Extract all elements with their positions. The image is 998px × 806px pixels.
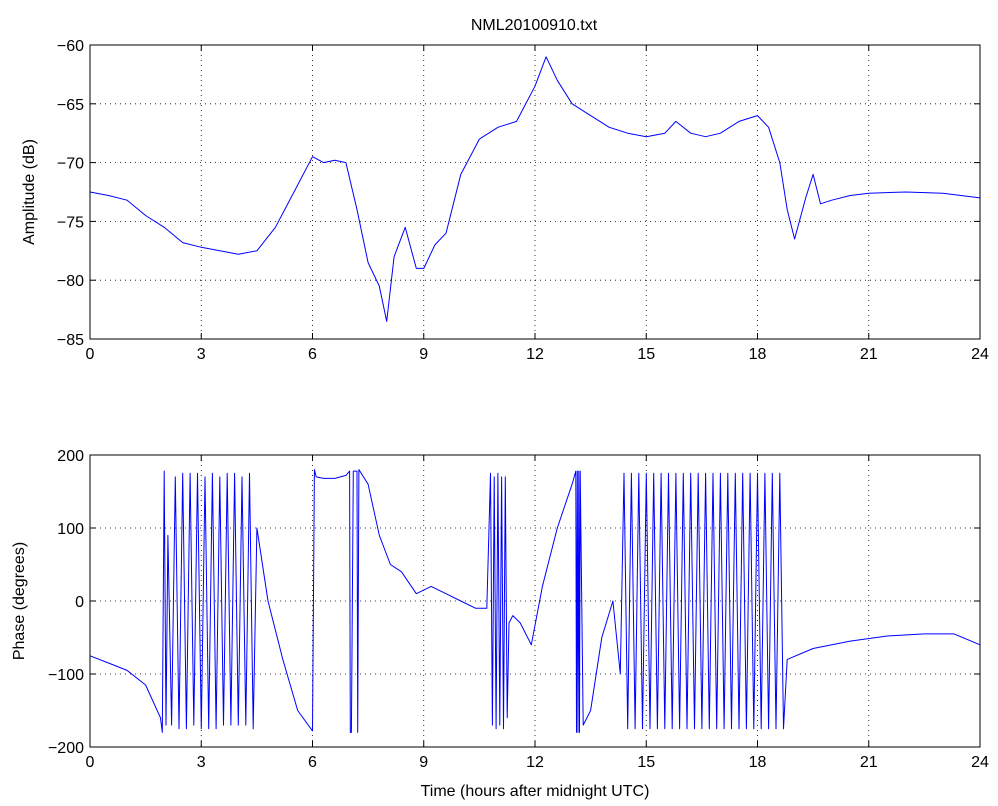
amplitude-ticks: 0 3 6 9 12 15 18 21 24 −85 −80 −75 −70 −65 −60	[57, 38, 989, 363]
phase-series-line	[89, 469, 981, 733]
amplitude-ytick-label: −80	[57, 273, 84, 290]
amplitude-ytick-label: −60	[57, 38, 84, 55]
phase-xtick-label: 0	[86, 754, 95, 771]
phase-ylabel: Phase (degrees)	[11, 542, 28, 660]
phase-axes: 0 3 6 9 12 15 18 21 24 −200 −100 0 100 200 Phase (deg…	[11, 448, 989, 800]
phase-grid	[90, 455, 980, 747]
amplitude-ytick-label: −70	[57, 156, 84, 173]
phase-ytick-label: −200	[48, 740, 84, 757]
amplitude-trace-group	[89, 56, 981, 322]
amplitude-grid	[90, 45, 980, 339]
phase-xtick-label: 9	[419, 754, 428, 771]
phase-ytick-label: 100	[57, 521, 84, 538]
phase-xtick-label: 6	[308, 754, 317, 771]
phase-trace-group	[89, 469, 981, 733]
phase-xtick-label: 18	[749, 754, 767, 771]
amplitude-xtick-label: 24	[971, 346, 989, 363]
phase-ticks: 0 3 6 9 12 15 18 21 24 −200 −100 0 100 200	[48, 448, 989, 771]
amplitude-axes-frame	[89, 44, 981, 340]
amplitude-axes: 0 3 6 9 12 15 18 21 24 −85 −80 −75 −70 −65 −60 Amplitu…	[21, 38, 989, 363]
amplitude-plot-area	[90, 45, 980, 339]
amplitude-xtick-label: 6	[308, 346, 317, 363]
phase-xtick-label: 3	[197, 754, 206, 771]
phase-ytick-label: −100	[48, 667, 84, 684]
phase-xtick-label: 15	[637, 754, 655, 771]
phase-xtick-label: 12	[526, 754, 544, 771]
amplitude-xtick-label: 9	[419, 346, 428, 363]
phase-ytick-label: 200	[57, 448, 84, 465]
phase-axes-frame	[89, 454, 981, 748]
amplitude-ylabel: Amplitude (dB)	[21, 139, 38, 245]
amplitude-ytick-label: −65	[57, 97, 84, 114]
amplitude-xtick-label: 18	[749, 346, 767, 363]
amplitude-xtick-label: 12	[526, 346, 544, 363]
amplitude-ytick-label: −85	[57, 332, 84, 349]
amplitude-xtick-label: 15	[637, 346, 655, 363]
phase-xlabel: Time (hours after midnight UTC)	[421, 783, 650, 800]
amplitude-ytick-label: −75	[57, 214, 84, 231]
amplitude-series-line	[89, 56, 981, 322]
amplitude-xtick-label: 0	[86, 346, 95, 363]
phase-xtick-label: 24	[971, 754, 989, 771]
amplitude-xtick-label: 21	[860, 346, 878, 363]
figure-title: NML20100910.txt	[471, 17, 598, 34]
phase-xtick-label: 21	[860, 754, 878, 771]
phase-ytick-label: 0	[75, 594, 84, 611]
amplitude-xtick-label: 3	[197, 346, 206, 363]
